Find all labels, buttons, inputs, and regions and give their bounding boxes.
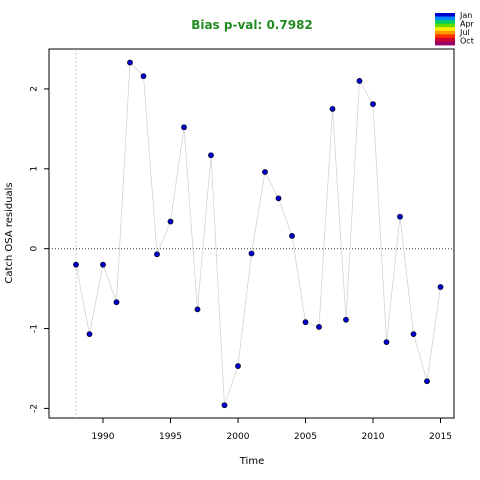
legend-label: Jan <box>459 11 472 20</box>
x-tick-label: 2005 <box>294 432 317 442</box>
legend-label: Jul <box>459 28 470 37</box>
residual-point <box>113 299 120 306</box>
residual-point <box>221 402 228 409</box>
plot-frame <box>48 48 455 419</box>
legend-color-swatch <box>435 20 455 25</box>
y-tick-label: 2 <box>30 86 40 92</box>
residual-point <box>437 284 444 290</box>
legend-color-swatch <box>435 34 455 39</box>
residual-point <box>424 378 430 385</box>
residual-point <box>127 59 133 66</box>
residual-point <box>316 324 322 330</box>
y-tick-label: -1 <box>30 324 40 333</box>
legend-color-swatch <box>435 41 455 46</box>
residual-point <box>370 101 376 108</box>
y-tick-label: 1 <box>30 166 40 172</box>
residual-point <box>410 331 417 338</box>
residual-point <box>208 152 214 159</box>
residual-point <box>329 106 336 112</box>
residual-point <box>275 195 282 202</box>
residual-series <box>73 59 444 409</box>
residual-point <box>302 319 309 326</box>
legend-color-swatch <box>435 23 455 28</box>
x-tick-label: 2015 <box>429 432 452 442</box>
residual-point <box>73 261 79 268</box>
residual-point <box>181 124 187 131</box>
residual-point <box>248 250 255 257</box>
x-axis-label: Time <box>239 456 264 467</box>
legend-color-swatch <box>435 30 455 35</box>
residual-point <box>100 261 106 268</box>
legend-label: Apr <box>460 20 475 29</box>
residual-point <box>356 78 363 84</box>
residual-point <box>397 213 403 220</box>
residual-point <box>194 306 201 313</box>
reference-lines <box>49 49 454 418</box>
residual-point <box>343 316 349 323</box>
x-tick-label: 1990 <box>92 432 115 442</box>
y-tick-label: -2 <box>30 404 40 413</box>
y-axis: -2 -1 0 1 2 <box>30 86 49 413</box>
y-axis-label: Catch OSA residuals <box>4 182 15 283</box>
residual-point <box>140 73 147 80</box>
legend-color-swatch <box>435 27 455 32</box>
residual-point <box>262 169 268 175</box>
x-tick-label: 2010 <box>362 432 385 442</box>
chart-title: Bias p-val: 0.7982 <box>191 18 313 32</box>
residual-point <box>154 251 160 258</box>
residual-point <box>86 331 93 338</box>
x-tick-label: 1995 <box>159 432 182 442</box>
residual-point <box>167 218 174 225</box>
x-tick-label: 2000 <box>227 432 250 442</box>
y-tick-label: 0 <box>30 246 40 252</box>
legend-label: Oct <box>460 37 474 46</box>
residual-point <box>235 363 241 369</box>
legend-color-swatch <box>435 16 455 21</box>
legend-color-swatch <box>435 37 455 42</box>
residual-point <box>383 339 390 346</box>
x-axis: 1990 1995 2000 2005 2010 2015 <box>92 418 452 442</box>
residual-line <box>75 61 441 406</box>
legend-color-swatch <box>435 13 455 17</box>
residual-point <box>289 232 295 239</box>
